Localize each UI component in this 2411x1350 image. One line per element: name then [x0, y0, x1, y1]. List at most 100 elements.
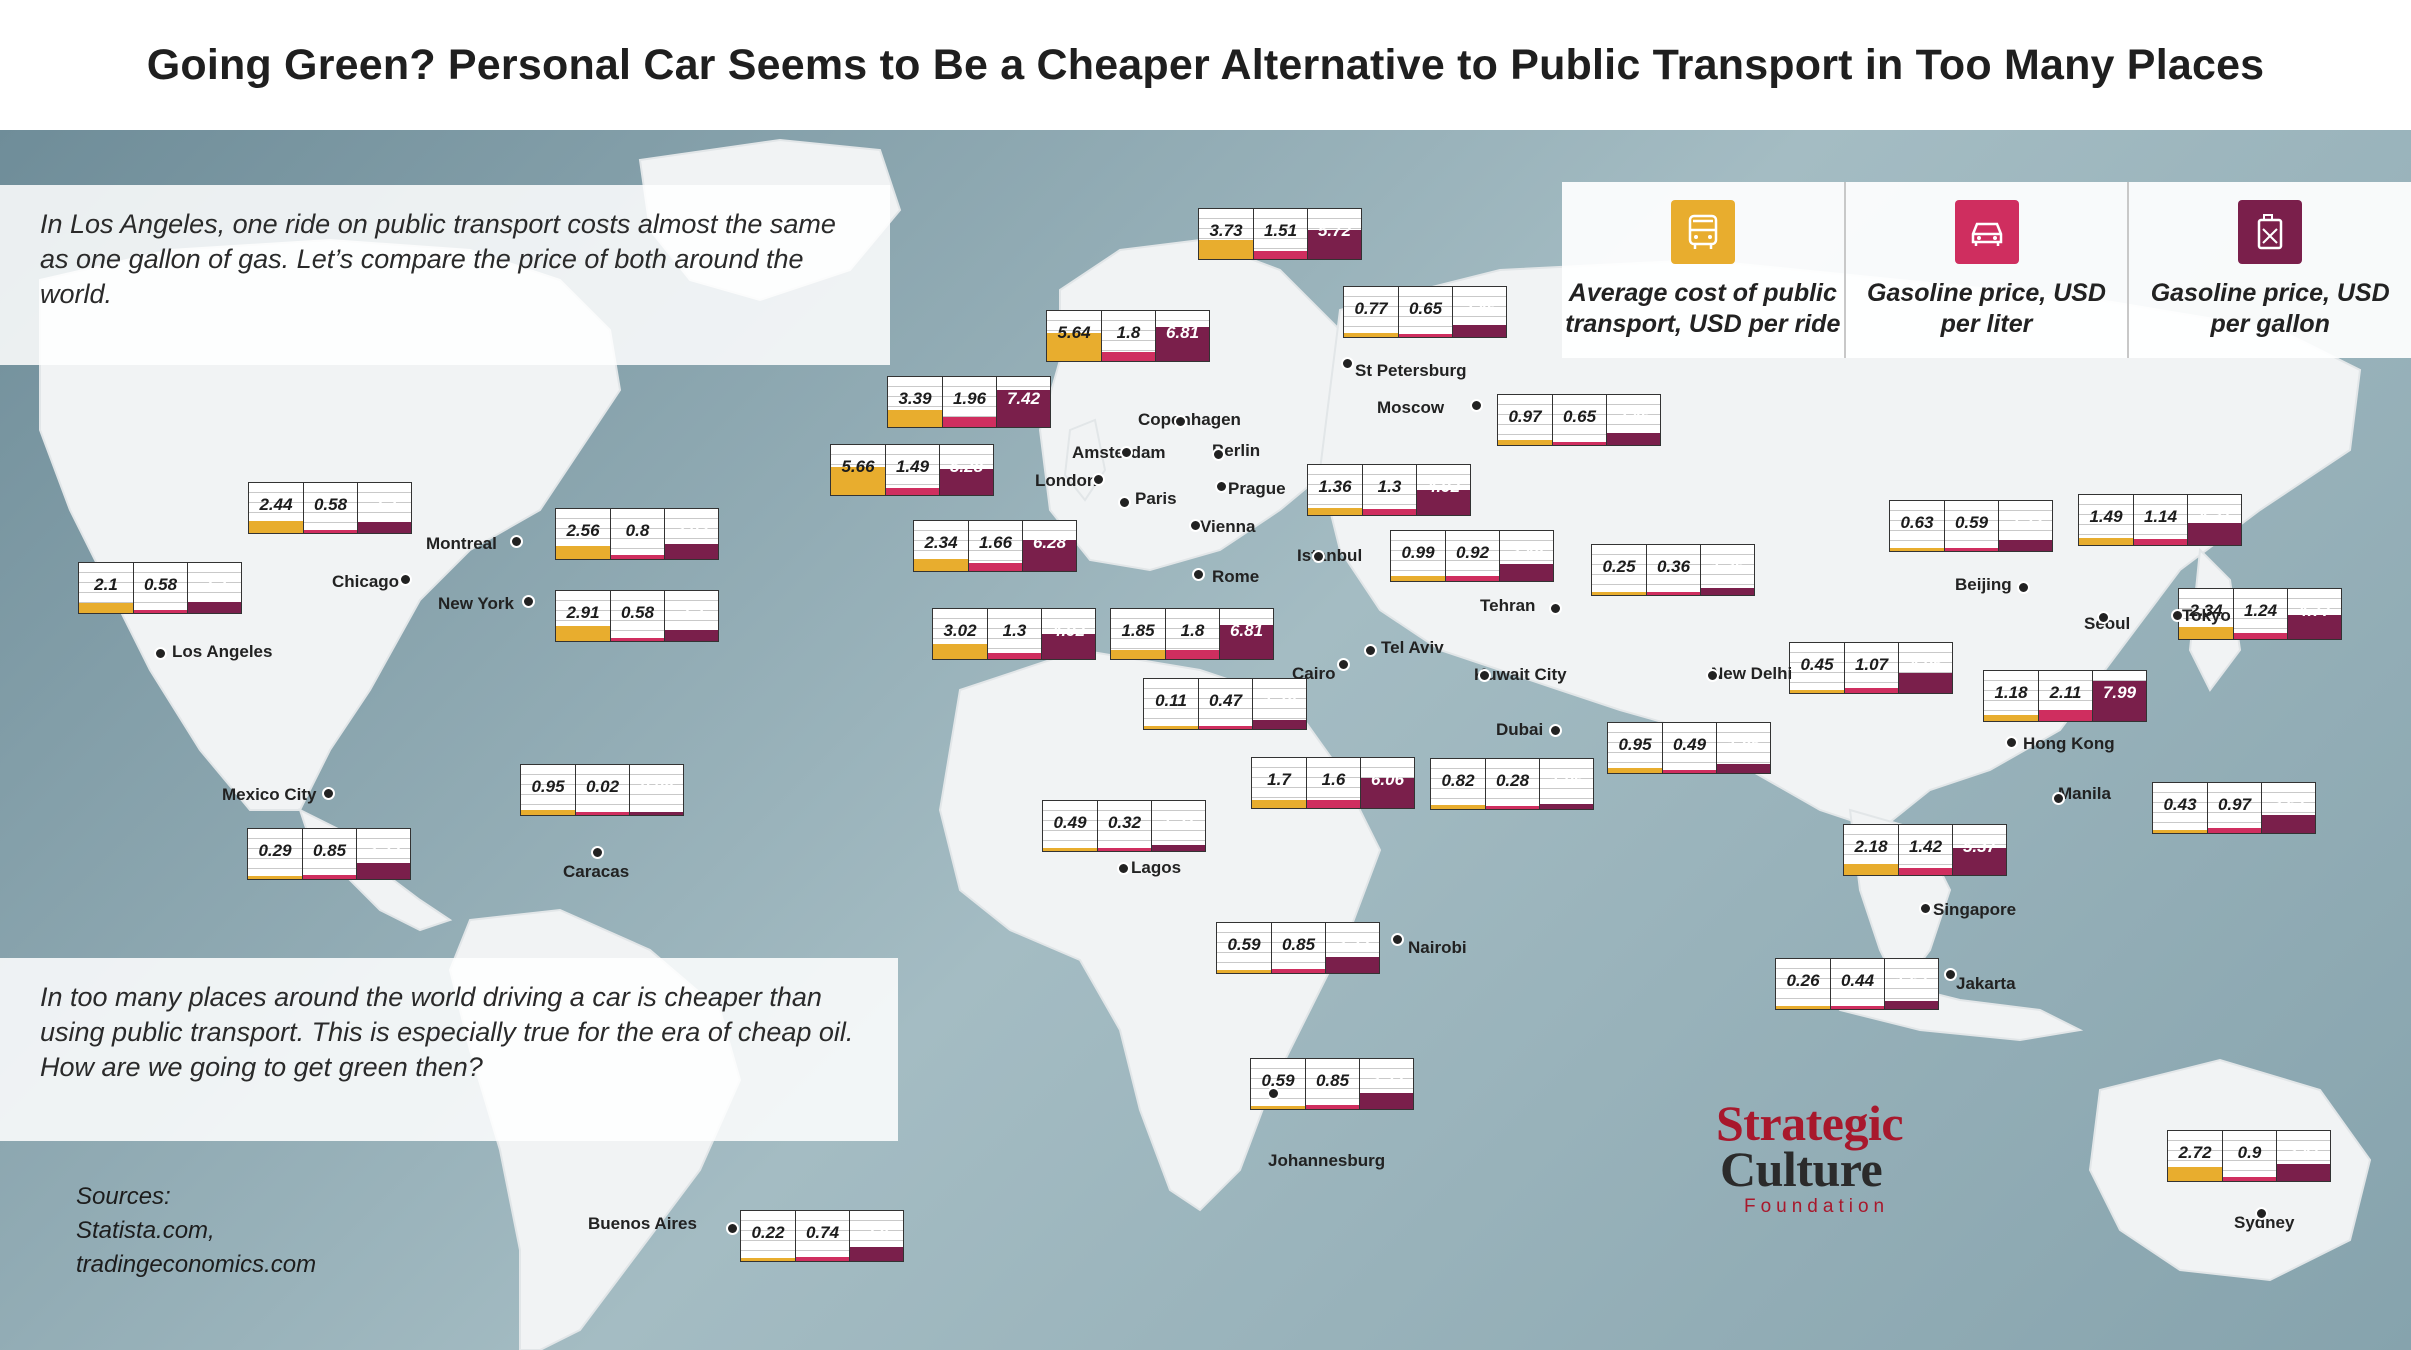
tel-aviv-gl-value: 1.6: [1321, 770, 1346, 789]
kuwait-city-pt-value: 0.82: [1441, 771, 1475, 790]
new-delhi-gl-cell: 1.07: [1844, 643, 1898, 693]
vienna-gg-bar: [1042, 634, 1095, 659]
city-label-johannesburg: Johannesburg: [1268, 1151, 1386, 1170]
manila-gl-value: 0.97: [2217, 795, 2252, 814]
sydney-gg-cell: 3.41: [2276, 1131, 2330, 1181]
manila-pt-cell: 0.43: [2153, 783, 2207, 833]
city-label-hong-kong: Hong Kong: [2023, 734, 2115, 753]
prague-pt-bar: [1308, 508, 1362, 515]
istanbul-gg-cell: 3.48: [1499, 531, 1553, 581]
buenos-aires-gg-value: 2.8: [864, 1223, 889, 1242]
city-marker-jakarta: [1944, 968, 1957, 981]
montreal-pt-cell: 2.56: [556, 509, 610, 559]
strategic-culture-logo: Strategic Culture Foundation: [1716, 1095, 1986, 1218]
lagos-pt-cell: 0.49: [1043, 801, 1097, 851]
new-delhi-gl-value: 1.07: [1854, 655, 1889, 674]
st-petersburg-pt-bar: [1344, 333, 1398, 337]
city-label-tokyo: Tokyo: [2182, 606, 2231, 625]
caracas-gg-bar: [630, 812, 683, 815]
price-box-buenos-aires: 0.22 0.74 2.8: [740, 1210, 904, 1262]
amsterdam-gg-cell: 7.42: [996, 377, 1050, 427]
fuel-canister-icon: [2238, 200, 2303, 264]
los-angeles-gg-value: 2.2: [202, 575, 227, 594]
paris-gl-cell: 1.66: [968, 521, 1022, 571]
city-label-tehran: Tehran: [1480, 596, 1536, 615]
city-marker-singapore: [1919, 902, 1932, 915]
berlin-gg-value: 5.72: [1317, 221, 1352, 240]
lagos-pt-bar: [1043, 848, 1097, 851]
moscow-pt-cell: 0.97: [1498, 395, 1552, 445]
los-angeles-gl-cell: 0.58: [133, 563, 187, 613]
jakarta-gl-cell: 0.44: [1830, 959, 1884, 1009]
prague-gl-value: 1.3: [1377, 477, 1402, 496]
tehran-pt-cell: 0.25: [1592, 545, 1646, 595]
johannesburg-pt-value: 0.59: [1261, 1071, 1295, 1090]
manila-gl-bar: [2208, 828, 2261, 833]
nairobi-gg-value: 3.22: [1335, 935, 1370, 954]
lagos-pt-value: 0.49: [1053, 813, 1087, 832]
caracas-gl-cell: 0.02: [575, 765, 629, 815]
chicago-gl-bar: [304, 530, 357, 533]
amsterdam-pt-bar: [888, 410, 942, 427]
sydney-gl-value: 0.9: [2237, 1143, 2262, 1162]
berlin-pt-cell: 3.73: [1199, 209, 1253, 259]
berlin-gl-value: 1.51: [1263, 221, 1298, 240]
city-label-jakarta: Jakarta: [1956, 974, 2016, 993]
caracas-pt-value: 0.95: [531, 777, 565, 796]
sydney-gl-bar: [2223, 1176, 2276, 1181]
sources-label: Sources:: [76, 1183, 171, 1210]
rome-gg-value: 6.81: [1229, 621, 1264, 640]
montreal-gg-cell: 3.03: [664, 509, 718, 559]
city-marker-chicago: [399, 573, 412, 586]
tokyo-pt-value: 2.34: [2189, 601, 2223, 620]
city-marker-new-delhi: [1706, 669, 1719, 682]
vienna-pt-bar: [933, 643, 987, 659]
mexico-city-pt-value: 0.29: [258, 841, 292, 860]
beijing-gl-cell: 0.59: [1944, 501, 1998, 551]
tehran-pt-bar: [1592, 592, 1646, 595]
city-marker-lagos: [1117, 862, 1130, 875]
price-box-new-york: 2.91 0.58 2.2: [555, 590, 719, 642]
tehran-gg-cell: 1.36: [1700, 545, 1754, 595]
city-marker-los-angeles: [154, 647, 167, 660]
tehran-gl-cell: 0.36: [1646, 545, 1700, 595]
new-york-pt-value: 2.91: [566, 603, 600, 622]
johannesburg-gg-bar: [1360, 1092, 1413, 1109]
buenos-aires-pt-bar: [741, 1258, 795, 1261]
sources-line-1: Statista.com,: [76, 1217, 215, 1244]
prague-gl-cell: 1.3: [1362, 465, 1416, 515]
paris-pt-cell: 2.34: [914, 521, 968, 571]
istanbul-gg-value: 3.48: [1509, 543, 1544, 562]
city-label-dubai: Dubai: [1496, 720, 1544, 739]
tokyo-gg-cell: 4.77: [2287, 589, 2341, 639]
johannesburg-gg-value: 3.22: [1369, 1071, 1404, 1090]
st-petersburg-pt-value: 0.77: [1354, 299, 1388, 318]
chicago-gg-cell: 2.2: [357, 483, 411, 533]
moscow-gl-cell: 0.65: [1552, 395, 1606, 445]
chicago-pt-cell: 2.44: [249, 483, 303, 533]
johannesburg-gg-cell: 3.22: [1359, 1059, 1413, 1109]
legend-item-gasoline-gallon: Gasoline price, USD per gallon: [2127, 182, 2411, 358]
city-marker-johannesburg: [1267, 1087, 1280, 1100]
jakarta-pt-value: 0.26: [1786, 971, 1820, 990]
rome-pt-bar: [1111, 649, 1165, 659]
city-marker-istanbul: [1312, 550, 1325, 563]
logo-line-1: Strategic: [1716, 1095, 1904, 1151]
vienna-gl-value: 1.3: [1002, 621, 1027, 640]
beijing-gg-cell: 2.23: [1998, 501, 2052, 551]
berlin-gl-cell: 1.51: [1253, 209, 1307, 259]
rome-gl-cell: 1.8: [1165, 609, 1219, 659]
beijing-pt-bar: [1890, 547, 1944, 551]
amsterdam-gg-bar: [997, 389, 1050, 427]
legend-label-public-transport: Average cost of public transport, USD pe…: [1565, 279, 1841, 338]
city-label-singapore: Singapore: [1933, 900, 2017, 919]
copenhagen-gg-bar: [1156, 326, 1209, 361]
city-marker-buenos-aires: [726, 1222, 739, 1235]
intro-note-text: In Los Angeles, one ride on public trans…: [40, 209, 836, 309]
montreal-gg-bar: [665, 543, 718, 559]
vienna-gl-bar: [988, 652, 1041, 659]
berlin-pt-bar: [1199, 240, 1253, 259]
price-box-new-delhi: 0.45 1.07 4.05: [1789, 642, 1953, 694]
price-box-berlin: 3.73 1.51 5.72: [1198, 208, 1362, 260]
london-pt-bar: [831, 466, 885, 495]
